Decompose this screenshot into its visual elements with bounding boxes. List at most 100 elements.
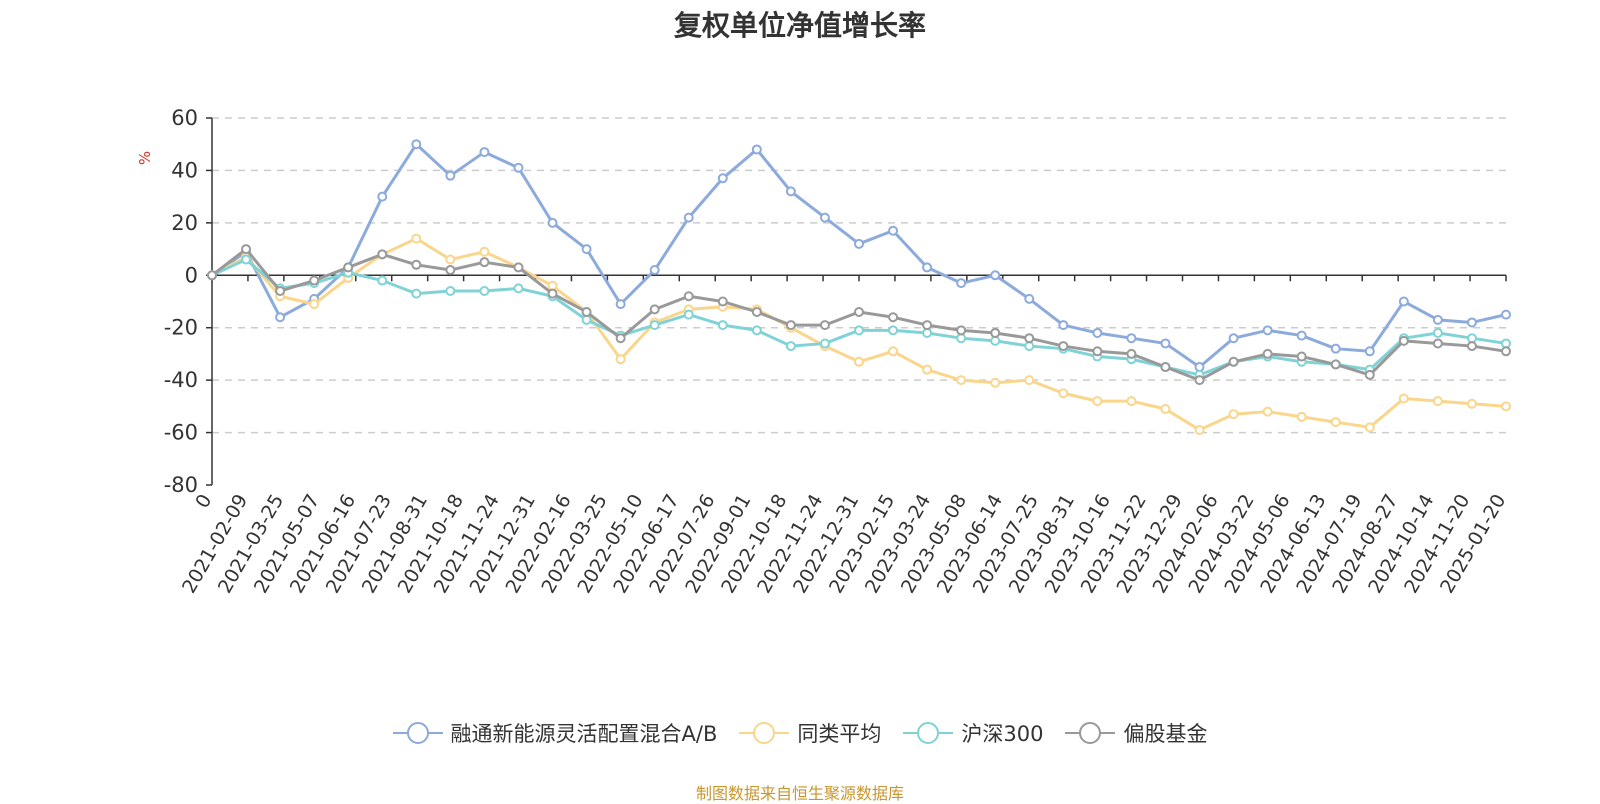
y-tick-label: -80 [164, 473, 198, 497]
data-point-3-21 [922, 320, 933, 331]
data-point-2-13 [649, 320, 660, 331]
chart-legend: 融通新能源灵活配置混合A/B 同类平均 沪深300 偏股基金 [0, 718, 1600, 748]
data-point-2-38 [1501, 338, 1511, 349]
data-point-3-1 [241, 244, 252, 255]
data-point-1-8 [479, 246, 490, 257]
data-point-3-25 [1058, 341, 1069, 352]
y-tick-label: 60 [171, 106, 198, 130]
data-point-0-13 [649, 265, 660, 276]
x-tick-label: 0 [191, 491, 216, 512]
legend-label-fund: 融通新能源灵活配置混合A/B [450, 722, 718, 746]
data-point-2-22 [956, 333, 967, 344]
data-point-3-9 [513, 262, 524, 273]
data-point-0-22 [956, 278, 967, 289]
data-point-0-28 [1160, 338, 1171, 349]
data-point-2-23 [990, 335, 1001, 346]
data-point-3-32 [1296, 351, 1307, 362]
y-axis-label: % [136, 151, 154, 165]
data-point-0-8 [479, 147, 490, 158]
data-point-0-6 [411, 139, 422, 150]
chart-title: 复权单位净值增长率 [673, 9, 926, 42]
data-point-0-2 [275, 312, 286, 323]
data-point-0-36 [1432, 314, 1443, 325]
data-point-1-36 [1432, 396, 1443, 407]
data-point-1-38 [1501, 401, 1511, 412]
data-point-0-21 [922, 262, 933, 273]
data-point-0-34 [1364, 346, 1375, 357]
data-point-2-21 [922, 327, 933, 338]
data-point-3-15 [717, 296, 728, 307]
data-point-0-20 [888, 225, 899, 236]
legend-item-peer-average[interactable]: 同类平均 [739, 718, 881, 748]
data-point-2-8 [479, 286, 490, 297]
data-point-3-8 [479, 257, 490, 268]
data-point-3-6 [411, 259, 422, 270]
data-point-0-23 [990, 270, 1001, 281]
data-point-3-22 [956, 325, 967, 336]
data-point-0-18 [819, 212, 830, 223]
legend-label-equity-fund: 偏股基金 [1123, 722, 1208, 746]
data-point-3-10 [547, 288, 558, 299]
line-chart: 6040200-20-40-60-80%02021-02-092021-03-2… [136, 106, 1511, 597]
data-point-2-19 [854, 325, 864, 336]
data-point-2-24 [1024, 341, 1035, 352]
data-point-2-5 [377, 275, 388, 286]
data-point-3-13 [649, 304, 660, 315]
data-point-0-31 [1262, 325, 1273, 336]
legend-item-csi300[interactable]: 沪深300 [903, 718, 1043, 748]
data-point-1-21 [922, 364, 933, 375]
data-point-0-19 [854, 238, 864, 249]
data-point-0-29 [1194, 362, 1205, 373]
data-point-0-15 [717, 173, 728, 184]
data-point-3-20 [888, 312, 899, 323]
data-point-3-17 [785, 320, 796, 331]
data-point-0-10 [547, 217, 558, 228]
data-point-0-33 [1330, 343, 1341, 354]
data-point-3-28 [1160, 362, 1171, 373]
data-point-0-11 [581, 244, 592, 255]
data-point-2-7 [445, 286, 456, 297]
data-point-3-7 [445, 265, 456, 276]
data-point-2-6 [411, 288, 422, 299]
legend-marker-icon [739, 722, 790, 744]
source-note: 制图数据来自恒生聚源数据库 [695, 784, 904, 803]
data-point-3-0 [207, 270, 217, 281]
data-point-1-22 [956, 375, 967, 386]
data-point-2-37 [1466, 333, 1477, 344]
data-point-1-37 [1466, 398, 1477, 409]
y-tick-label: 40 [171, 158, 198, 182]
data-point-1-32 [1296, 411, 1307, 422]
y-tick-label: -60 [164, 421, 198, 445]
data-point-3-16 [751, 306, 762, 317]
data-point-0-26 [1092, 327, 1103, 338]
data-point-3-37 [1466, 341, 1477, 352]
data-point-0-16 [751, 144, 762, 155]
data-point-1-10 [547, 280, 558, 291]
data-point-3-27 [1126, 348, 1137, 359]
data-point-0-7 [445, 170, 456, 181]
data-point-3-3 [309, 275, 320, 286]
data-point-1-27 [1126, 396, 1137, 407]
legend-item-fund[interactable]: 融通新能源灵活配置混合A/B [392, 718, 718, 748]
data-point-3-12 [615, 333, 626, 344]
legend-marker-icon [903, 722, 954, 744]
data-point-2-15 [717, 320, 728, 331]
data-point-2-16 [751, 325, 762, 336]
y-tick-label: 0 [185, 263, 198, 287]
data-point-3-4 [343, 262, 354, 273]
data-point-1-25 [1058, 388, 1069, 399]
data-point-0-9 [513, 162, 524, 173]
legend-marker-icon [392, 722, 443, 744]
data-point-1-34 [1364, 422, 1375, 433]
data-point-1-20 [888, 346, 899, 357]
data-point-2-17 [785, 341, 796, 352]
data-point-2-11 [581, 314, 592, 325]
data-point-1-30 [1228, 409, 1239, 420]
data-point-2-18 [819, 338, 830, 349]
data-point-1-26 [1092, 396, 1103, 407]
legend-item-equity-fund[interactable]: 偏股基金 [1065, 718, 1207, 748]
data-point-1-6 [411, 233, 422, 244]
data-point-3-24 [1024, 333, 1035, 344]
data-point-2-20 [888, 325, 899, 336]
data-point-0-14 [683, 212, 694, 223]
